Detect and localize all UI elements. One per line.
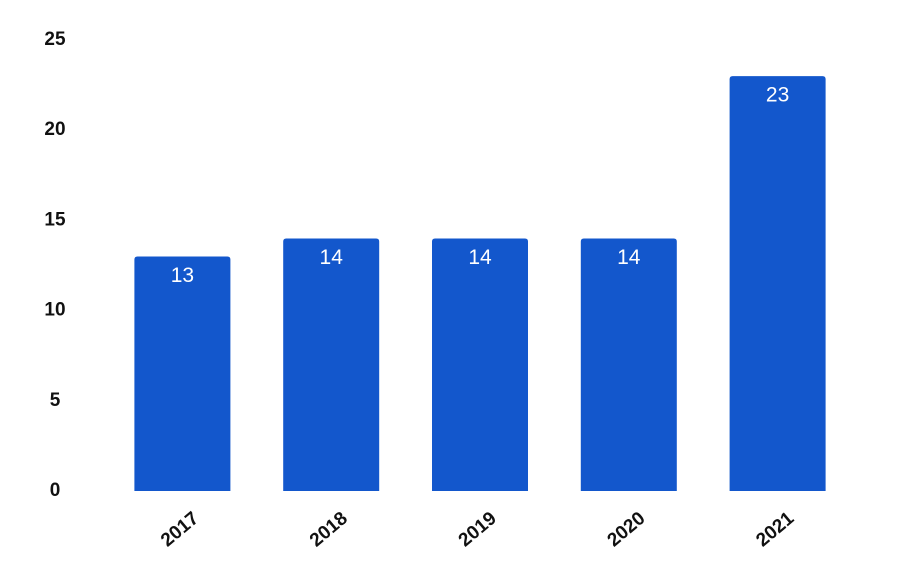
value-label: 13 [171,264,194,287]
y-tick-label: 20 [44,119,65,140]
x-tick-label: 2018 [306,508,352,551]
y-tick-label: 15 [44,209,66,230]
bar [432,238,528,491]
x-tick-label: 2019 [455,508,501,551]
bar [134,256,231,491]
value-label: 23 [766,84,789,107]
bar [283,238,380,491]
value-label: 14 [617,246,641,269]
bar [729,76,826,491]
y-tick-label: 10 [44,300,65,321]
bar [580,238,677,491]
y-tick-label: 5 [50,390,61,411]
x-tick-label: 2021 [752,508,798,552]
value-label: 14 [468,246,492,269]
y-tick-label: 25 [44,29,66,50]
x-tick-label: 2020 [604,508,650,551]
x-tick-label: 2017 [157,508,203,551]
value-label: 14 [320,246,344,269]
y-tick-label: 0 [50,480,61,501]
